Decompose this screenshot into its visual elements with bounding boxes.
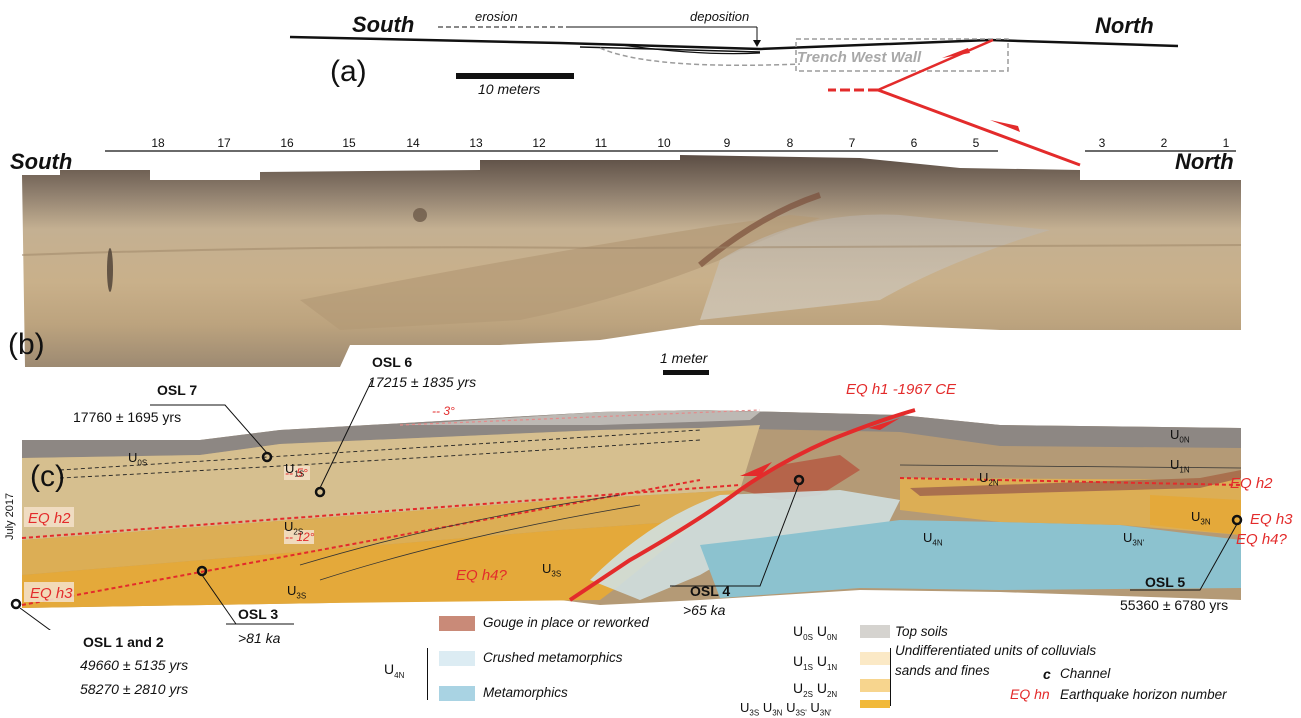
angle-5: -- 5°: [285, 466, 308, 480]
legend-row-3: U3S U3N U3S' U3N': [740, 700, 832, 718]
unit-u3s-mid: U3S: [542, 561, 562, 579]
legend-undiff-line2: sands and fines: [895, 663, 990, 678]
osl7-title: OSL 7: [157, 382, 198, 398]
legend-swatch-topsoils: [860, 625, 890, 638]
legend-gouge-label: Gouge in place or reworked: [483, 615, 649, 630]
unit-u3n-prime: U3N': [1123, 530, 1145, 548]
osl6-age: 17215 ± 1835 yrs: [368, 374, 477, 390]
tick-1: 1: [1222, 136, 1230, 150]
unit-u3n: U3N: [1191, 509, 1211, 527]
tick-5: 5: [972, 136, 980, 150]
osl7-age: 17760 ± 1695 yrs: [73, 409, 182, 425]
panel-a-profile: [105, 26, 1236, 167]
tick-13: 13: [469, 136, 483, 150]
tick-18: 18: [151, 136, 165, 150]
osl5-age: 55360 ± 6780 yrs: [1120, 597, 1229, 613]
legend-topsoils-label: Top soils: [895, 624, 948, 639]
legend-swatch-metamorphics: [439, 686, 475, 701]
unit-u0n: U0N: [1170, 427, 1190, 445]
osl3-age: >81 ka: [238, 630, 281, 646]
legend-eq-symbol: EQ hn: [1010, 686, 1050, 702]
unit-u3s-left: U3S: [287, 583, 307, 601]
panel-a-north: North: [1095, 13, 1154, 38]
legend-row-1: U1S U1N: [793, 653, 838, 672]
legend-row-2: U2S U2N: [793, 680, 838, 699]
unit-u0s: U0S: [128, 450, 148, 468]
unit-u1s: U1S: [285, 461, 305, 479]
one-meter-scale-bar: [663, 370, 709, 375]
legend-undiff-line1: Undifferentiated units of colluvials: [895, 643, 1097, 658]
legend-swatch-u2: [860, 679, 890, 692]
osl12-age2: 58270 ± 2810 yrs: [80, 681, 189, 697]
trench-west-wall-label: Trench West Wall: [797, 49, 922, 66]
tick-6: 6: [910, 136, 918, 150]
panel-a-scale-label: 10 meters: [478, 81, 541, 97]
unit-u1n: U1N: [1170, 457, 1190, 475]
panel-c-date: July 2017: [4, 492, 16, 540]
tick-10: 10: [657, 136, 671, 150]
legend-swatch-u3: [860, 700, 890, 708]
unit-u4n: U4N: [923, 530, 943, 548]
legend-row-top: U0S U0N: [793, 623, 838, 642]
panel-a-south: South: [352, 12, 415, 37]
eq-h2-right-label: EQ h2: [1230, 475, 1273, 492]
tick-12: 12: [532, 136, 546, 150]
eq-h3-left-label: EQ h3: [30, 585, 73, 602]
panel-b-south: South: [10, 149, 73, 174]
eq-h1-label: EQ h1 -1967 CE: [846, 381, 957, 398]
osl5-title: OSL 5: [1145, 574, 1186, 590]
tick-14: 14: [406, 136, 420, 150]
legend-undiff-bracket: [890, 648, 891, 706]
osl4-title: OSL 4: [690, 583, 731, 599]
legend-swatch-crushed: [439, 651, 475, 666]
tick-8: 8: [786, 136, 794, 150]
tick-9: 9: [723, 136, 731, 150]
osl4-age: >65 ka: [683, 602, 726, 618]
eq-h4-mid-label: EQ h4?: [456, 567, 507, 584]
tick-15: 15: [342, 136, 356, 150]
legend-swatch-gouge: [439, 616, 475, 631]
deposition-label: deposition: [690, 9, 750, 24]
eq-h4-right-label: EQ h4?: [1236, 531, 1287, 548]
angle-12: -- 12°: [285, 530, 315, 544]
eq-h2-left-label: EQ h2: [28, 510, 71, 527]
one-meter-label: 1 meter: [660, 350, 708, 366]
eq-h3-right-label: EQ h3: [1250, 511, 1293, 528]
legend-channel-label: Channel: [1060, 666, 1111, 681]
tick-17: 17: [217, 136, 231, 150]
legend-u4n-bracket: [427, 648, 428, 700]
legend-metamorphics-label: Metamorphics: [483, 685, 568, 700]
legend-u4n: U4N: [384, 661, 405, 680]
erosion-label: erosion: [475, 9, 518, 24]
legend-eq-desc: Earthquake horizon number: [1060, 687, 1227, 702]
trench-log-diagram: [10, 379, 1243, 630]
osl12-age1: 49660 ± 5135 yrs: [80, 657, 189, 673]
panel-a-label: (a): [330, 55, 367, 88]
angle-3: -- 3°: [432, 404, 455, 418]
unit-u2n: U2N: [979, 470, 999, 488]
legend-channel-symbol: c: [1043, 666, 1051, 682]
panel-c-label: (c): [30, 460, 65, 493]
tick-2: 2: [1160, 136, 1168, 150]
trench-photo-mosaic: [21, 155, 1242, 367]
tick-7: 7: [848, 136, 856, 150]
legend-swatch-u1: [860, 652, 890, 665]
panel-b-north: North: [1175, 149, 1234, 174]
osl6-title: OSL 6: [372, 354, 413, 370]
panel-b-label: (b): [8, 328, 45, 361]
unit-u2s: U2S: [284, 519, 304, 537]
osl3-title: OSL 3: [238, 606, 279, 622]
tick-3: 3: [1098, 136, 1106, 150]
osl12-title: OSL 1 and 2: [83, 634, 164, 650]
tick-16: 16: [280, 136, 294, 150]
legend-crushed-label: Crushed metamorphics: [483, 650, 623, 665]
tick-11: 11: [594, 136, 608, 150]
